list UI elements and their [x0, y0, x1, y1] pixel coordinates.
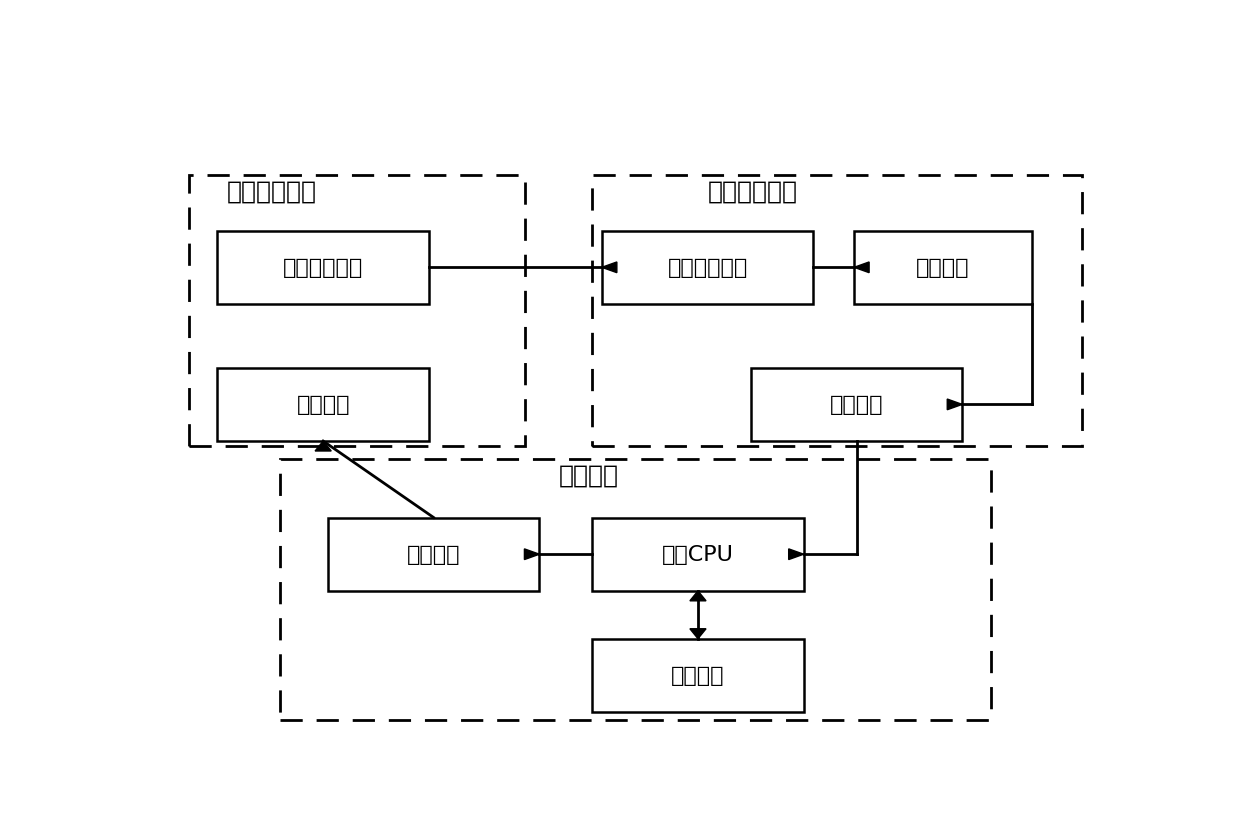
- Polygon shape: [854, 263, 869, 274]
- Text: 背景信号输入: 背景信号输入: [667, 258, 748, 278]
- Polygon shape: [947, 399, 962, 410]
- Bar: [601, 232, 813, 304]
- Text: 主控模块: 主控模块: [558, 463, 619, 487]
- Text: 背景采集模块: 背景采集模块: [708, 179, 797, 203]
- Polygon shape: [525, 549, 539, 560]
- Polygon shape: [689, 629, 706, 639]
- Bar: [593, 175, 1083, 447]
- Text: 驱动电路: 驱动电路: [407, 544, 460, 565]
- Bar: [280, 459, 991, 720]
- Bar: [751, 368, 962, 442]
- Polygon shape: [689, 591, 706, 601]
- Bar: [593, 639, 804, 712]
- Text: 光学测量模块: 光学测量模块: [227, 179, 317, 203]
- Text: 主控CPU: 主控CPU: [662, 544, 734, 565]
- Bar: [593, 518, 804, 591]
- Text: 调理滤波: 调理滤波: [916, 258, 970, 278]
- Polygon shape: [601, 263, 616, 274]
- Bar: [188, 175, 525, 447]
- Bar: [854, 232, 1032, 304]
- Text: 调理放大: 调理放大: [830, 395, 883, 415]
- Polygon shape: [789, 549, 804, 560]
- Bar: [217, 232, 429, 304]
- Text: 显示模块: 显示模块: [671, 666, 724, 686]
- Text: 传动装置: 传动装置: [296, 395, 350, 415]
- Polygon shape: [315, 442, 331, 452]
- Text: 光学检测装置: 光学检测装置: [283, 258, 363, 278]
- Bar: [327, 518, 539, 591]
- Bar: [217, 368, 429, 442]
